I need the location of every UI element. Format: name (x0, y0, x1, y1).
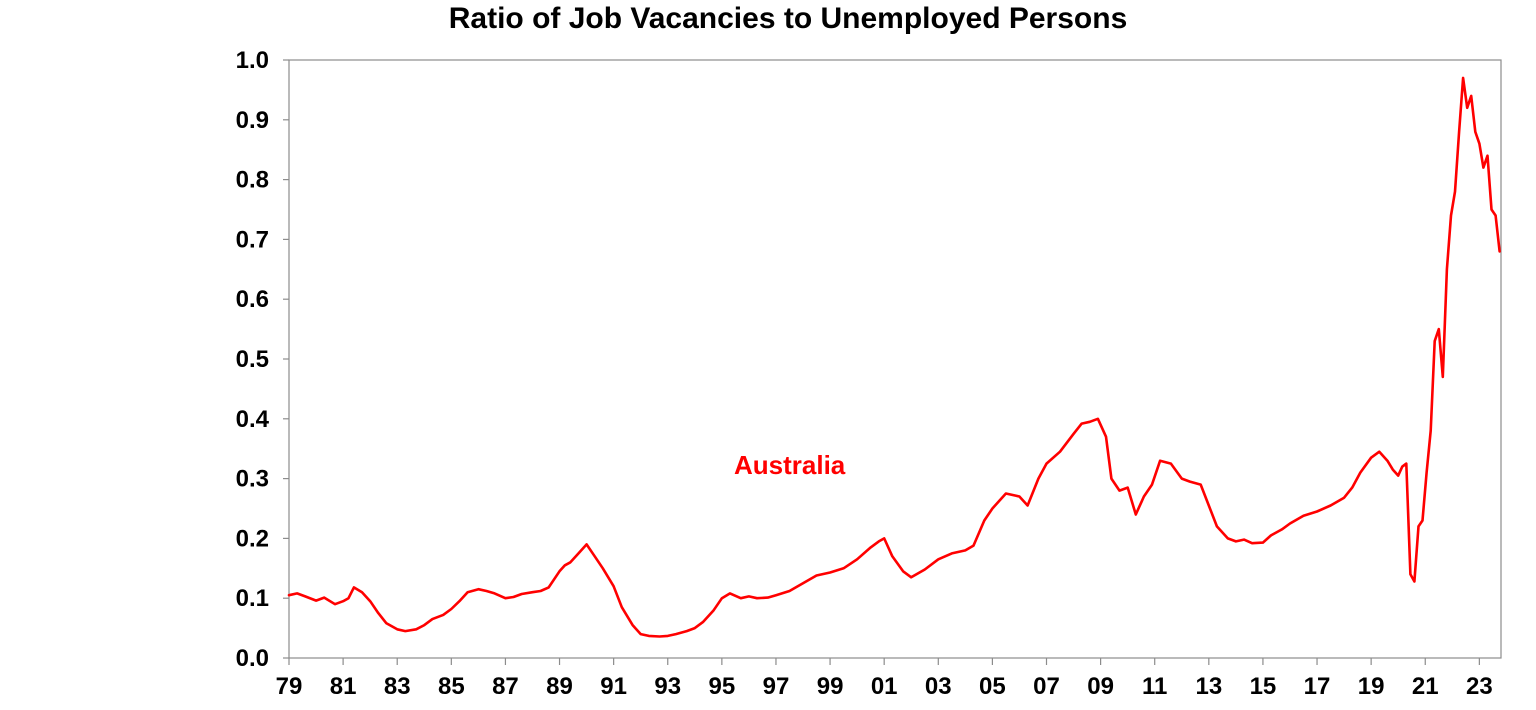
y-tick-label: 0.5 (236, 346, 269, 373)
chart-title: Ratio of Job Vacancies to Unemployed Per… (448, 2, 1128, 35)
x-tick-label: 91 (600, 673, 627, 700)
x-tick-label: 01 (871, 673, 898, 700)
y-tick-label: 0.8 (236, 167, 269, 194)
x-tick-label: 87 (492, 673, 519, 700)
x-tick-label: 09 (1087, 673, 1114, 700)
x-tick-label: 05 (979, 673, 1006, 700)
x-tick-label: 95 (709, 673, 736, 700)
y-tick-label: 0.1 (236, 585, 269, 612)
x-tick-label: 07 (1033, 673, 1060, 700)
x-tick-label: 13 (1195, 673, 1222, 700)
y-tick-label: 0.7 (236, 226, 269, 253)
y-tick-label: 0.3 (236, 466, 269, 493)
x-tick-label: 19 (1358, 673, 1385, 700)
series-label-australia: Australia (734, 450, 846, 480)
x-tick-label: 81 (330, 673, 357, 700)
x-axis: 79 81 83 85 87 89 91 93 95 97 99 01 03 05 07 09 11 13 15 17… (276, 658, 1493, 700)
series-line-australia (287, 76, 1501, 638)
y-tick-label: 0.2 (236, 525, 269, 552)
y-tick-label: 0.0 (236, 645, 269, 672)
y-tick-label: 1.0 (236, 47, 269, 74)
x-tick-label: 03 (925, 673, 952, 700)
y-tick-label: 0.9 (236, 107, 269, 134)
x-tick-label: 21 (1412, 673, 1439, 700)
x-tick-label: 15 (1250, 673, 1277, 700)
x-tick-label: 93 (654, 673, 681, 700)
x-tick-label: 11 (1142, 673, 1167, 700)
y-tick-label: 0.4 (236, 406, 270, 433)
y-axis: 0.0 0.1 0.2 0.3 0.4 0.5 0.6 0.7 0.8 0.9 1.0 (236, 47, 289, 672)
x-tick-label: 89 (546, 673, 573, 700)
plot-area-frame (288, 59, 1502, 659)
x-tick-label: 97 (763, 673, 790, 700)
x-tick-label: 17 (1304, 673, 1331, 700)
x-tick-label: 85 (438, 673, 465, 700)
y-tick-label: 0.6 (236, 286, 269, 313)
x-tick-label: 83 (384, 673, 411, 700)
x-tick-label: 79 (276, 673, 303, 700)
x-tick-label: 99 (817, 673, 844, 700)
x-tick-label: 23 (1466, 673, 1493, 700)
